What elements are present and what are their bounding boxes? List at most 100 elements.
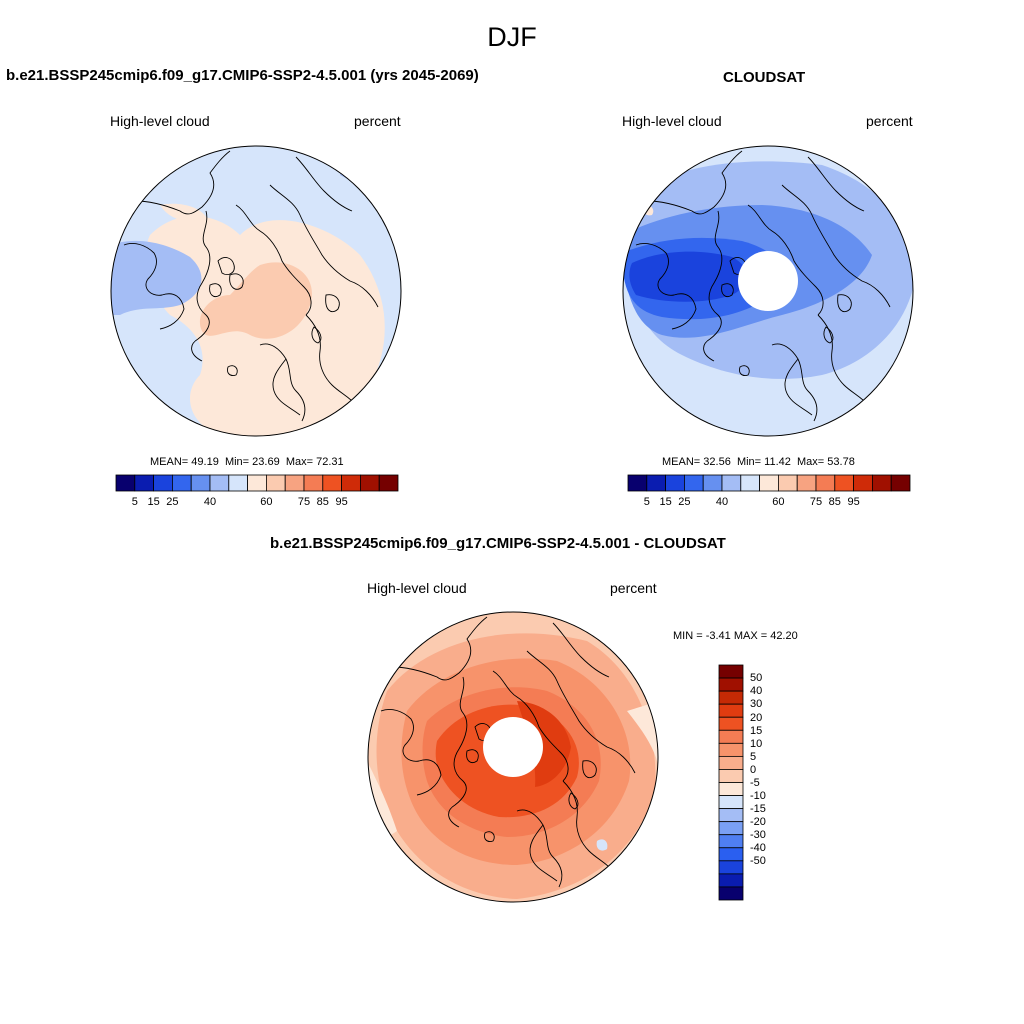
panel3-colorbar-swatch	[718, 782, 744, 796]
panel1-colorbar-swatch	[209, 474, 230, 492]
panel1-mean-value: 49.19	[191, 456, 219, 468]
panel1-map-border	[110, 145, 402, 437]
panel2-colorbar-swatch	[665, 474, 685, 492]
panel1-colorbar-swatch	[284, 474, 305, 492]
panel1-min-value: 23.69	[252, 456, 280, 468]
panel1-colorbar-swatch	[303, 474, 324, 492]
panel3-colorbar-tick-label: 10	[750, 737, 763, 750]
panel2-colorbar-swatch	[853, 474, 873, 492]
panel1-variable-label: High-level cloud	[110, 113, 210, 129]
panel3-colorbar-swatch	[718, 664, 744, 679]
panel3-colorbar-swatch	[718, 834, 744, 849]
panel2-title: CLOUDSAT	[723, 69, 806, 86]
panel2-colorbar-swatch	[796, 474, 817, 492]
panel1-colorbar-swatch	[115, 474, 136, 492]
panel3-colorbar-swatch	[718, 769, 744, 783]
panel1-colorbar-tick-label: 40	[203, 496, 217, 508]
panel1-colorbar-swatch	[359, 474, 380, 492]
panel1-colorbar-tick-label: 85	[316, 496, 329, 508]
panel3-colorbar-tick-label: 15	[750, 724, 763, 737]
panel2-units-label: percent	[866, 113, 913, 129]
panel2-max-value: 53.78	[827, 456, 855, 468]
panel2-colorbar-swatch	[684, 474, 704, 492]
panel1-max-value: 72.31	[316, 456, 344, 468]
panel1-colorbar-swatch	[172, 474, 192, 492]
panel1-stats: MEAN= 49.19 Min= 23.69 Max= 72.31	[150, 456, 344, 468]
panel1-colorbar-tick-label: 5	[131, 496, 138, 508]
panel3-colorbar-tick-label: -10	[750, 789, 766, 802]
panel1-colorbar-tick-label: 60	[260, 496, 273, 508]
panel1-colorbar-swatch	[228, 474, 249, 492]
panel2-min-label: Min=	[736, 456, 762, 468]
panel2-mean-label: MEAN=	[662, 456, 701, 468]
panel1-polar-map	[110, 145, 402, 437]
panel2-colorbar-tick-label: 40	[715, 496, 729, 508]
panel1-mean-label: MEAN=	[150, 456, 189, 468]
panel3-units-label: percent	[610, 580, 657, 596]
panel1-colorbar-tick-label: 75	[297, 496, 311, 508]
panel3-colorbar-swatch	[718, 808, 744, 823]
panel2-colorbar-tick-label: 95	[847, 496, 860, 508]
panel3-variable-label: High-level cloud	[367, 580, 467, 596]
panel3-colorbar-swatch	[718, 873, 744, 888]
panel3-polar-map	[367, 611, 659, 903]
panel2-colorbar-tick-label: 85	[828, 496, 841, 508]
panel3-colorbar-swatch	[718, 795, 744, 810]
panel2-colorbar-swatch	[702, 474, 723, 492]
panel3-colorbar-tick-label: 5	[750, 750, 757, 763]
panel3-colorbar-tick-label: 30	[750, 698, 763, 711]
panel2-polar-map	[622, 145, 914, 437]
panel1-colorbar-tick-label: 95	[335, 496, 348, 508]
panel3-colorbar-swatch	[718, 860, 744, 875]
panel3-colorbar-tick-label: -5	[750, 776, 760, 789]
panel2-colorbar-swatch	[646, 474, 666, 492]
panel2-colorbar-tick-label: 75	[809, 496, 823, 508]
panel2-mean-value: 32.56	[703, 456, 731, 468]
panel1-colorbar	[115, 474, 399, 492]
panel1-map-field	[199, 262, 312, 339]
panel1-map-field	[111, 240, 202, 315]
panel1-colorbar-swatch	[247, 474, 267, 492]
panel1-colorbar-swatch	[134, 474, 154, 492]
panel2-variable-label: High-level cloud	[622, 113, 722, 129]
panel2-coastlines	[627, 150, 901, 422]
panel1-max-label: Max=	[285, 456, 314, 468]
panel3-colorbar-tick-label: -40	[750, 842, 766, 855]
panel2-colorbar-swatch	[777, 474, 798, 492]
panel3-colorbar-swatch	[718, 690, 744, 705]
panel3-colorbar-tick-label: -30	[750, 829, 766, 842]
panel1-colorbar-swatch	[322, 474, 343, 492]
panel3-colorbar	[718, 664, 744, 901]
panel3-map-field	[596, 839, 608, 851]
panel3-colorbar-swatch	[718, 703, 744, 718]
panel1-colorbar-tick-label: 25	[166, 496, 179, 508]
panel2-map-field	[629, 251, 747, 302]
panel3-map-field	[517, 701, 571, 787]
panel3-colorbar-swatch	[718, 742, 744, 757]
panel3-colorbar-tick-label: -20	[750, 815, 766, 828]
panel3-colorbar-swatch	[718, 821, 744, 836]
panel2-colorbar-swatch	[759, 474, 779, 492]
panel2-colorbar-swatch	[871, 474, 892, 492]
panel2-colorbar-swatch	[721, 474, 742, 492]
panel1-colorbar-swatch	[190, 474, 211, 492]
panel3-colorbar-swatch	[718, 755, 744, 770]
panel1-colorbar-swatch	[153, 474, 173, 492]
panel3-polar-hole	[483, 717, 543, 777]
panel2-colorbar-tick-label: 60	[772, 496, 785, 508]
panel3-colorbar-tick-label: 40	[750, 685, 763, 698]
panel2-colorbar-swatch	[815, 474, 836, 492]
panel3-coastlines	[372, 616, 646, 888]
panel2-polar-hole	[738, 251, 798, 311]
panel3-map-border	[367, 611, 659, 903]
panel2-colorbar-swatch	[627, 474, 648, 492]
panel3-map-field	[627, 701, 658, 771]
panel3-colorbar-tick-label: -50	[750, 855, 766, 868]
panel2-colorbar-swatch	[740, 474, 761, 492]
panel2-min-value: 11.42	[764, 456, 791, 468]
panel2-colorbar-tick-label: 25	[678, 496, 691, 508]
panel2-colorbar-tick-label: 5	[643, 496, 650, 508]
panel2-colorbar-tick-label: 15	[659, 496, 672, 508]
figure-title: DJF	[487, 22, 537, 52]
panel2-colorbar-swatch	[890, 474, 911, 492]
